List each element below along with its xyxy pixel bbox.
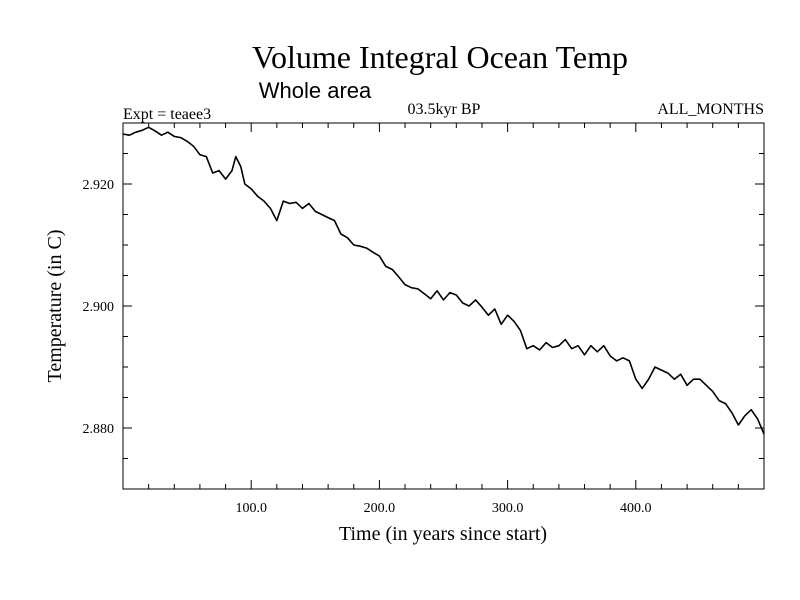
x-tick-label: 100.0 <box>235 501 267 516</box>
plot-frame <box>122 122 765 490</box>
y-tick-labels: 2.880 2.900 2.920 <box>83 178 115 437</box>
x-axis-label: Time (in years since start) <box>339 523 547 545</box>
x-tick-label: 300.0 <box>492 501 524 516</box>
x-tick-label: 400.0 <box>620 501 652 516</box>
y-tick-label: 2.880 <box>83 422 115 437</box>
months-label: ALL_MONTHS <box>657 101 764 118</box>
x-tick-label: 200.0 <box>364 501 396 516</box>
y-axis-label: Temperature (in C) <box>44 230 66 383</box>
series-line <box>122 126 765 435</box>
experiment-label: Expt = teaee3 <box>123 106 211 123</box>
x-tick-labels: 100.0 200.0 300.0 400.0 <box>235 501 651 516</box>
chart-subtitle: Whole area <box>259 78 372 103</box>
chart-title: Volume Integral Ocean Temp <box>252 39 628 75</box>
y-tick-label: 2.920 <box>83 178 115 193</box>
series-group <box>122 126 765 435</box>
period-label: 03.5kyr BP <box>408 101 481 118</box>
y-tick-label: 2.900 <box>83 300 115 315</box>
axis-ticks <box>123 123 764 489</box>
